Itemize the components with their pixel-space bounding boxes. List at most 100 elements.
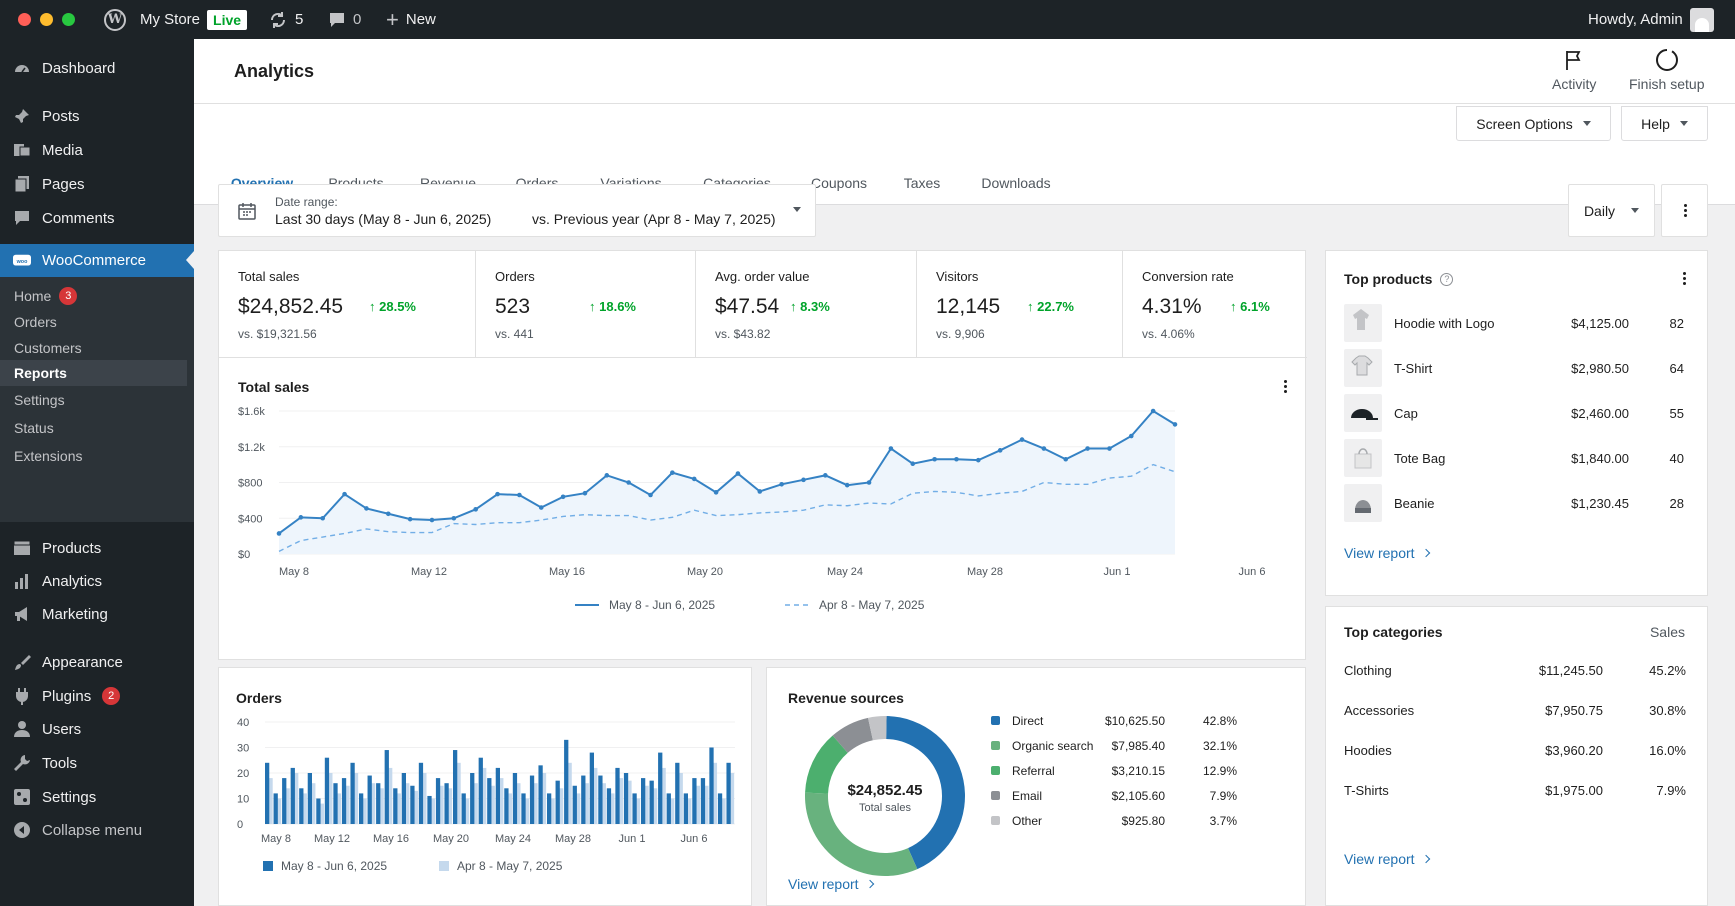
sidebar-item-woocommerce[interactable]: woo WooCommerce — [0, 244, 194, 277]
sidebar-item-dashboard[interactable]: Dashboard — [0, 53, 194, 83]
svg-text:woo: woo — [16, 258, 28, 264]
kpi-total-sales[interactable]: Total sales $24,852.45 ↑ 28.5% vs. $19,3… — [219, 251, 476, 357]
kpi-previous: vs. $19,321.56 — [238, 327, 317, 341]
category-row[interactable]: Accessories $7,950.75 30.8% — [1344, 703, 1686, 718]
top-product-row[interactable]: Tote Bag $1,840.00 40 — [1344, 439, 1684, 477]
sidebar-item-plugins[interactable]: Plugins 2 — [0, 681, 194, 711]
date-range-picker[interactable]: Date range: Last 30 days (May 8 - Jun 6,… — [218, 184, 816, 237]
top-products-view-report-link[interactable]: View report — [1344, 545, 1430, 561]
interval-select[interactable]: Daily — [1568, 184, 1655, 237]
data-point — [517, 492, 522, 498]
sidebar-item-users[interactable]: Users — [0, 714, 194, 744]
caret-down-icon — [1679, 121, 1688, 126]
woo-icon: woo — [13, 252, 31, 270]
top-categories-view-report-link[interactable]: View report — [1344, 851, 1430, 867]
kpi-orders[interactable]: Orders 523 ↑ 18.6% vs. 441 — [476, 251, 696, 357]
sidebar-item-comments[interactable]: Comments — [0, 203, 194, 233]
top-product-row[interactable]: Hoodie with Logo $4,125.00 82 — [1344, 304, 1684, 342]
zoom-window-button[interactable] — [62, 13, 75, 26]
kpi-conversion-rate[interactable]: Conversion rate 4.31% ↑ 6.1% vs. 4.06% — [1123, 251, 1307, 357]
help-button[interactable]: Help — [1621, 106, 1708, 141]
y-tick-label: 30 — [237, 743, 249, 755]
kpi-avg-order-value[interactable]: Avg. order value $47.54 ↑ 8.3% vs. $43.8… — [696, 251, 917, 357]
current-period-bar — [641, 778, 646, 824]
sidebar-item-media[interactable]: Media — [0, 135, 194, 165]
comments-button[interactable]: 0 — [328, 0, 361, 39]
previous-period-bar — [388, 767, 393, 824]
submenu-item-extensions[interactable]: Extensions — [0, 443, 187, 469]
site-name-link[interactable]: My Store Live — [140, 0, 248, 39]
megaphone-icon — [13, 605, 31, 623]
more-options-button[interactable] — [1661, 184, 1708, 237]
product-count: 64 — [1669, 360, 1684, 376]
wrench-icon — [13, 754, 31, 772]
previous-period-bar — [730, 773, 735, 824]
kebab-icon[interactable] — [1284, 380, 1287, 393]
sidebar-item-marketing[interactable]: Marketing — [0, 599, 194, 629]
category-row[interactable]: Clothing $11,245.50 45.2% — [1344, 663, 1686, 678]
previous-period-bar — [602, 783, 606, 824]
top-product-row[interactable]: Beanie $1,230.45 28 — [1344, 484, 1684, 522]
current-period-bar — [683, 793, 688, 824]
submenu-item-reports[interactable]: Reports — [0, 360, 187, 386]
legend-swatch — [991, 766, 1000, 775]
kpi-value: 523 — [495, 295, 531, 318]
minimize-window-button[interactable] — [40, 13, 53, 26]
sidebar-item-settings[interactable]: Settings — [0, 782, 194, 812]
data-point — [713, 490, 719, 495]
top-product-row[interactable]: T-Shirt $2,980.50 64 — [1344, 349, 1684, 387]
plus-icon: + — [386, 6, 399, 32]
submenu-item-home[interactable]: Home 3 — [0, 283, 187, 309]
sidebar-item-posts[interactable]: Posts — [0, 101, 194, 131]
previous-period-bar — [696, 785, 700, 824]
sidebar-item-tools[interactable]: Tools — [0, 748, 194, 778]
data-point — [473, 507, 478, 512]
data-point — [342, 491, 347, 497]
tote-bag-icon — [1354, 448, 1372, 469]
data-point — [1085, 446, 1090, 451]
previous-period-bar — [277, 798, 282, 824]
tab-coupons[interactable]: Coupons — [806, 175, 872, 205]
submenu-item-orders[interactable]: Orders — [0, 309, 187, 335]
collapse-menu-button[interactable]: Collapse menu — [0, 815, 194, 845]
current-period-bar — [410, 785, 415, 824]
kpi-visitors[interactable]: Visitors 12,145 ↑ 22.7% vs. 9,906 — [917, 251, 1123, 357]
activity-button[interactable]: Activity — [1552, 49, 1596, 92]
sidebar-item-appearance[interactable]: Appearance — [0, 647, 194, 677]
kebab-icon[interactable] — [1683, 272, 1686, 285]
finish-setup-button[interactable]: Finish setup — [1629, 48, 1704, 92]
updates-button[interactable]: 5 — [268, 0, 303, 39]
help-icon[interactable]: ? — [1440, 272, 1454, 286]
revenue-sources-view-report-link[interactable]: View report — [788, 876, 874, 892]
new-content-button[interactable]: + New — [386, 0, 436, 39]
data-point — [823, 473, 828, 478]
wordpress-logo-button[interactable]: W — [104, 0, 126, 39]
data-point — [582, 490, 588, 496]
sidebar-item-label: Comments — [42, 209, 115, 227]
category-row[interactable]: Hoodies $3,960.20 16.0% — [1344, 743, 1686, 758]
link-label: View report — [1344, 545, 1415, 561]
revenue-sources-title: Revenue sources — [788, 690, 904, 706]
tab-taxes[interactable]: Taxes — [900, 175, 944, 205]
tab-downloads[interactable]: Downloads — [976, 175, 1056, 205]
screen-options-button[interactable]: Screen Options — [1456, 106, 1611, 141]
category-row[interactable]: T-Shirts $1,975.00 7.9% — [1344, 783, 1686, 798]
pin-icon — [13, 107, 31, 125]
x-tick-label: Jun 1 — [619, 833, 646, 845]
previous-period-bar — [371, 783, 376, 824]
submenu-item-customers[interactable]: Customers — [0, 335, 187, 361]
data-point — [364, 506, 369, 511]
current-period-bar — [324, 757, 330, 824]
kpi-value: 4.31% — [1142, 295, 1202, 318]
submenu-item-settings[interactable]: Settings — [0, 387, 187, 413]
sidebar-item-analytics[interactable]: Analytics — [0, 566, 194, 596]
sidebar-item-products[interactable]: Products — [0, 533, 194, 563]
top-product-row[interactable]: Cap $2,460.00 55 — [1344, 394, 1684, 432]
submenu-item-status[interactable]: Status — [0, 415, 187, 441]
sidebar-item-pages[interactable]: Pages — [0, 169, 194, 199]
account-menu[interactable]: Howdy, Admin — [1588, 0, 1714, 39]
top-products-card: Top products ? Hoodie with Logo $4,125.00… — [1325, 250, 1708, 596]
legend-swatch — [263, 861, 273, 871]
close-window-button[interactable] — [18, 13, 31, 26]
product-name: Tote Bag — [1394, 450, 1446, 466]
